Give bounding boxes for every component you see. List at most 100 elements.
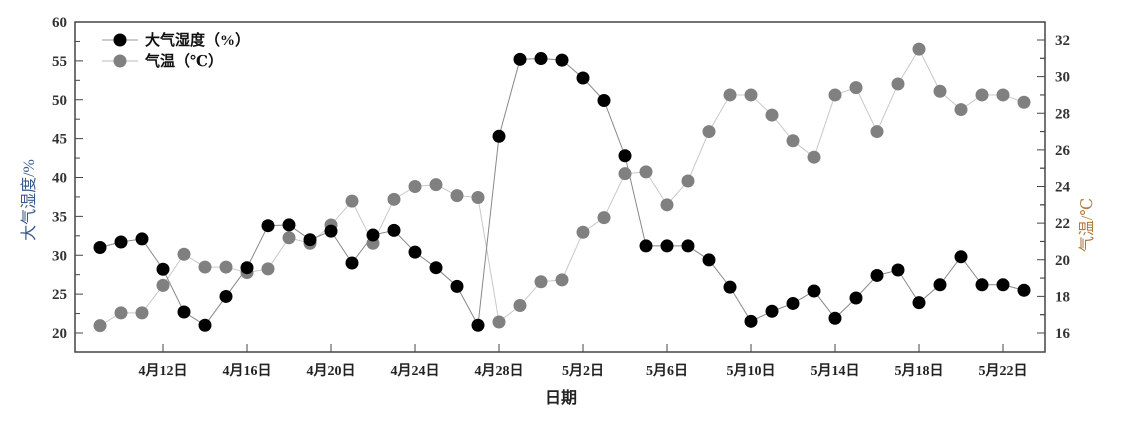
y-tick-label-left: 35: [52, 209, 67, 225]
data-point-temperature: [1017, 95, 1031, 109]
data-point-temperature: [387, 192, 401, 206]
data-point-temperature: [870, 125, 884, 139]
x-tick-label: 4月28日: [475, 363, 524, 379]
data-point-humidity: [576, 71, 590, 85]
data-point-temperature: [450, 189, 464, 203]
data-point-temperature: [786, 134, 800, 148]
data-point-temperature: [975, 88, 989, 102]
data-point-humidity: [114, 235, 128, 249]
data-point-humidity: [261, 219, 275, 233]
data-point-temperature: [849, 81, 863, 95]
y-tick-label-left: 60: [52, 15, 67, 31]
data-point-humidity: [198, 318, 212, 332]
data-point-temperature: [198, 260, 212, 274]
y-tick-label-left: 20: [52, 326, 67, 342]
data-point-temperature: [723, 88, 737, 102]
y-tick-label-right: 26: [1055, 143, 1071, 159]
legend-label-humidity: 大气湿度（%）: [145, 31, 250, 49]
data-point-humidity: [156, 262, 170, 276]
x-tick-label: 5月18日: [895, 363, 944, 379]
data-point-temperature: [534, 275, 548, 289]
data-point-temperature: [618, 167, 632, 181]
data-point-humidity: [597, 94, 611, 108]
data-point-humidity: [555, 53, 569, 67]
data-point-humidity: [660, 239, 674, 253]
data-point-humidity: [849, 291, 863, 305]
data-point-humidity: [303, 233, 317, 247]
y-tick-label-right: 18: [1055, 289, 1070, 305]
data-point-temperature: [828, 88, 842, 102]
data-point-temperature: [408, 180, 422, 193]
data-point-humidity: [450, 279, 464, 293]
x-tick-label: 5月22日: [979, 363, 1028, 379]
legend-marker-humidity: [113, 33, 127, 47]
data-point-humidity: [219, 289, 233, 303]
y-tick-label-right: 28: [1055, 106, 1070, 122]
data-point-temperature: [597, 211, 611, 225]
x-tick-label: 4月16日: [223, 363, 272, 379]
data-point-temperature: [471, 190, 485, 204]
data-point-temperature: [765, 108, 779, 122]
y-tick-label-right: 24: [1055, 180, 1071, 196]
data-point-temperature: [744, 88, 758, 102]
legend: 大气湿度（%） 气温（℃）: [102, 31, 250, 70]
data-point-temperature: [807, 150, 821, 164]
x-tick-label: 5月6日: [646, 363, 688, 379]
data-point-humidity: [765, 304, 779, 318]
data-point-temperature: [114, 306, 128, 320]
data-point-humidity: [135, 232, 149, 246]
data-point-humidity: [975, 278, 989, 292]
x-axis-label: 日期: [545, 388, 577, 407]
data-point-temperature: [555, 273, 569, 287]
data-point-humidity: [786, 296, 800, 310]
data-point-temperature: [681, 174, 695, 188]
data-point-temperature: [702, 125, 716, 139]
y-axis-label-right: 气温/℃: [1078, 198, 1096, 252]
data-point-humidity: [471, 318, 485, 332]
x-tick-label: 5月10日: [727, 363, 776, 379]
data-point-humidity: [870, 268, 884, 282]
data-point-temperature: [639, 165, 653, 179]
data-point-temperature: [954, 103, 968, 117]
data-point-humidity: [828, 311, 842, 325]
data-point-humidity: [1017, 283, 1031, 297]
y-tick-label-left: 45: [52, 132, 67, 148]
data-point-temperature: [513, 299, 527, 313]
data-point-humidity: [996, 278, 1010, 292]
y-tick-label-left: 25: [52, 287, 67, 303]
legend-marker-temperature: [113, 54, 127, 68]
data-point-humidity: [492, 129, 506, 143]
x-tick-label: 4月12日: [139, 363, 188, 379]
data-point-temperature: [261, 262, 275, 276]
y-tick-label-left: 55: [52, 54, 67, 70]
data-point-temperature: [93, 319, 107, 333]
y-tick-label-left: 30: [52, 248, 67, 264]
data-point-temperature: [219, 260, 233, 274]
data-point-temperature: [576, 225, 590, 239]
data-point-humidity: [366, 228, 380, 242]
data-point-temperature: [156, 278, 170, 292]
data-point-temperature: [282, 231, 296, 245]
data-point-temperature: [660, 198, 674, 212]
y-tick-label-left: 40: [52, 171, 67, 187]
y-tick-label-right: 16: [1055, 326, 1071, 342]
data-point-humidity: [429, 261, 443, 275]
data-point-humidity: [702, 253, 716, 267]
y-tick-label-left: 50: [52, 93, 67, 109]
data-point-humidity: [744, 314, 758, 328]
y-axis-label-left: 大气湿度/%: [20, 159, 38, 241]
x-tick-label: 4月20日: [307, 363, 356, 379]
data-point-humidity: [513, 52, 527, 66]
data-point-humidity: [387, 223, 401, 237]
data-point-humidity: [807, 284, 821, 298]
data-point-temperature: [912, 42, 926, 56]
data-point-humidity: [282, 218, 296, 232]
data-point-humidity: [618, 149, 632, 163]
series-points: [93, 42, 1031, 333]
data-point-humidity: [723, 280, 737, 294]
data-point-humidity: [93, 240, 107, 254]
data-point-temperature: [177, 247, 191, 261]
data-point-temperature: [996, 88, 1010, 102]
data-point-temperature: [135, 306, 149, 320]
